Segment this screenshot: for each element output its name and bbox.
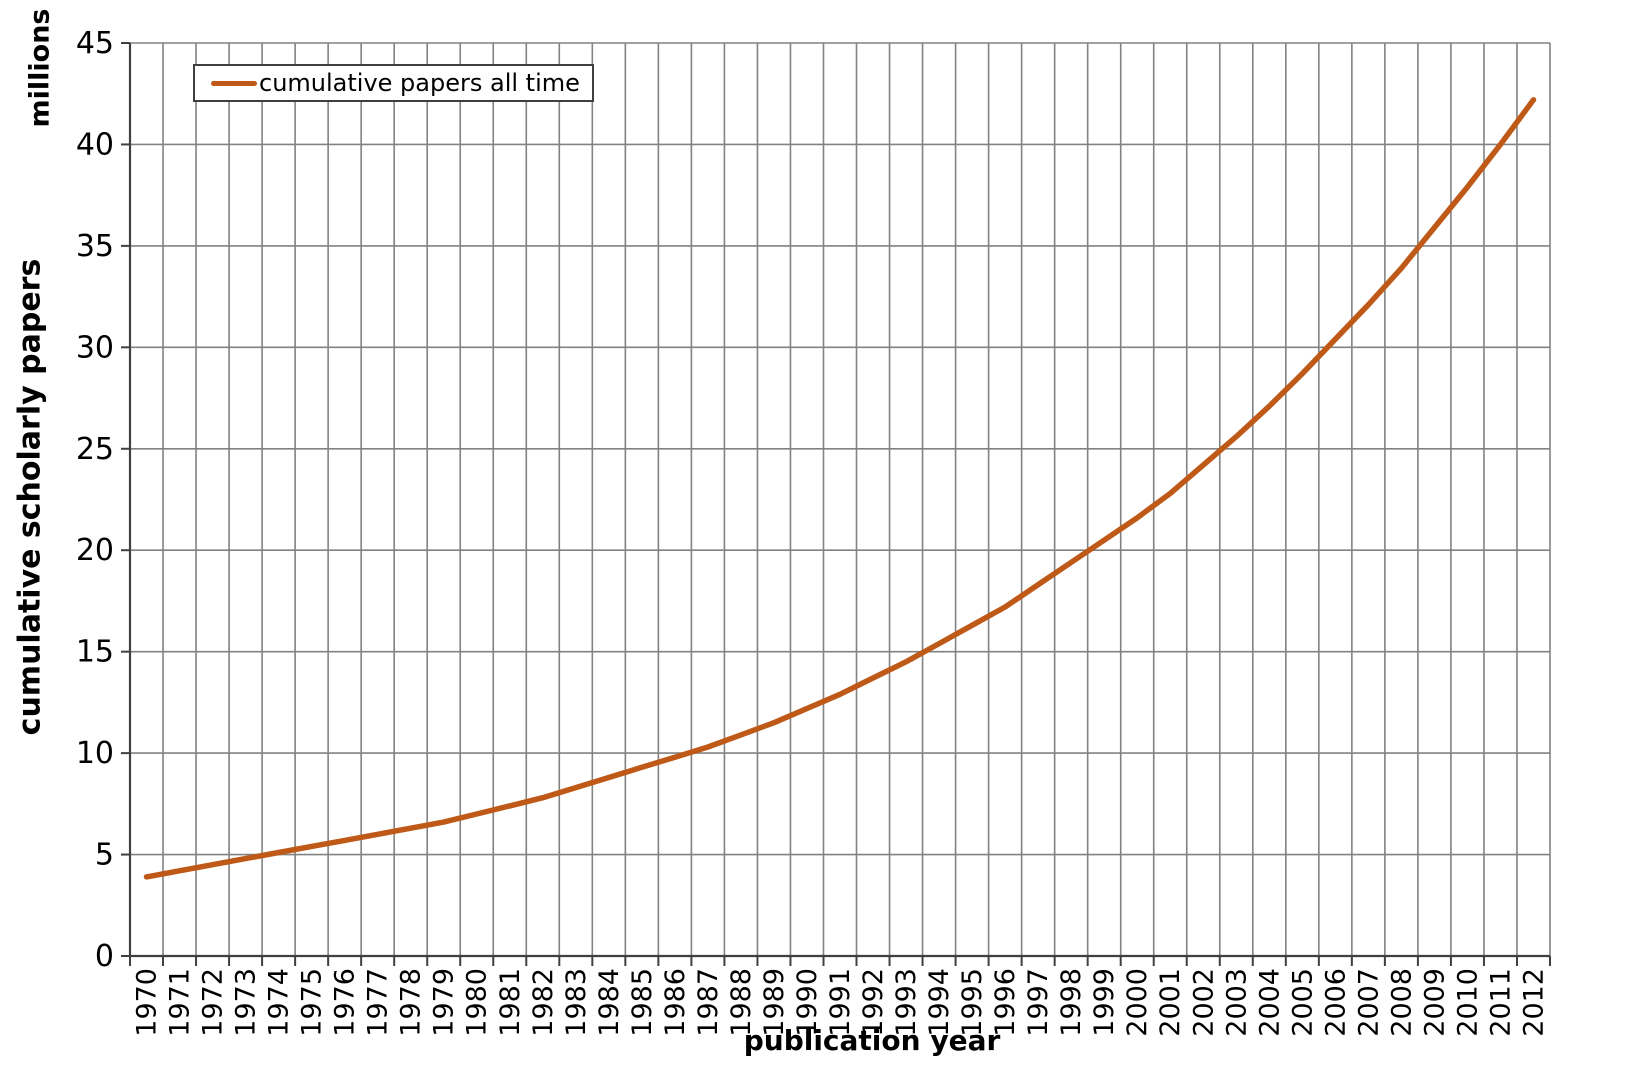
x-tick-label: 1992	[858, 968, 889, 1037]
series-line-cumulative-papers-all-time	[143, 97, 1537, 880]
x-tick-label: 2011	[1485, 968, 1516, 1037]
y-tick-label: 10	[76, 736, 114, 771]
x-tick-label: 1980	[462, 968, 493, 1037]
x-tick-label: 2005	[1287, 968, 1318, 1037]
x-tick-label: 2006	[1320, 968, 1351, 1037]
x-tick-label: 1986	[660, 968, 691, 1037]
x-tick-label: 1985	[627, 968, 658, 1037]
x-tick-label: 1971	[165, 968, 196, 1037]
x-tick-label: 1979	[429, 968, 460, 1037]
x-tick-label: 1990	[792, 968, 823, 1037]
y-tick-label: 20	[76, 533, 114, 568]
x-tick-label: 2002	[1188, 968, 1219, 1037]
y-tick-label: 30	[76, 330, 114, 365]
x-tick-label: 2010	[1452, 968, 1483, 1037]
x-tick-label: 1988	[726, 968, 757, 1037]
x-tick-label: 1970	[132, 968, 163, 1037]
x-tick-label: 2001	[1155, 968, 1186, 1037]
y-axis-title: cumulative scholarly papers	[12, 258, 48, 736]
x-tick-label: 1997	[1023, 968, 1054, 1037]
x-tick-label: 1993	[891, 968, 922, 1037]
x-tick-label: 1977	[363, 968, 394, 1037]
y-tick-label: 40	[76, 127, 114, 162]
x-tick-label: 1983	[561, 968, 592, 1037]
x-tick-label: 2012	[1518, 968, 1549, 1037]
x-tick-label: 1976	[330, 968, 361, 1037]
legend-label: cumulative papers all time	[259, 69, 580, 97]
x-tick-label: 2003	[1221, 968, 1252, 1037]
y-axis-unit-label: millions	[24, 8, 56, 128]
x-tick-label: 1982	[528, 968, 559, 1037]
x-tick-label: 1995	[957, 968, 988, 1037]
x-tick-label: 1994	[924, 968, 955, 1037]
x-tick-label: 2000	[1122, 968, 1153, 1037]
x-tick-label: 1996	[990, 968, 1021, 1037]
x-tick-label: 1991	[825, 968, 856, 1037]
y-tick-label: 45	[76, 26, 114, 61]
x-axis-title: publication year	[743, 1024, 1001, 1057]
x-tick-label: 1978	[396, 968, 427, 1037]
x-tick-label: 2009	[1419, 968, 1450, 1037]
x-tick-label: 1972	[198, 968, 229, 1037]
y-tick-label: 0	[95, 939, 114, 974]
legend-line-swatch	[211, 80, 257, 86]
x-tick-label: 1974	[264, 968, 295, 1037]
x-tick-label: 1973	[231, 968, 262, 1037]
x-tick-label: 1984	[594, 968, 625, 1037]
legend: cumulative papers all time	[193, 64, 594, 102]
y-tick-label: 5	[95, 838, 114, 873]
x-tick-label: 1975	[297, 968, 328, 1037]
x-tick-label: 2004	[1254, 968, 1285, 1037]
x-tick-label: 1999	[1089, 968, 1120, 1037]
x-tick-label: 1989	[759, 968, 790, 1037]
y-tick-label: 25	[76, 432, 114, 467]
y-tick-label: 15	[76, 635, 114, 670]
y-tick-label: 35	[76, 229, 114, 264]
x-tick-label: 1998	[1056, 968, 1087, 1037]
x-tick-label: 1981	[495, 968, 526, 1037]
x-tick-label: 2008	[1386, 968, 1417, 1037]
x-tick-label: 1987	[693, 968, 724, 1037]
x-tick-label: 2007	[1353, 968, 1384, 1037]
